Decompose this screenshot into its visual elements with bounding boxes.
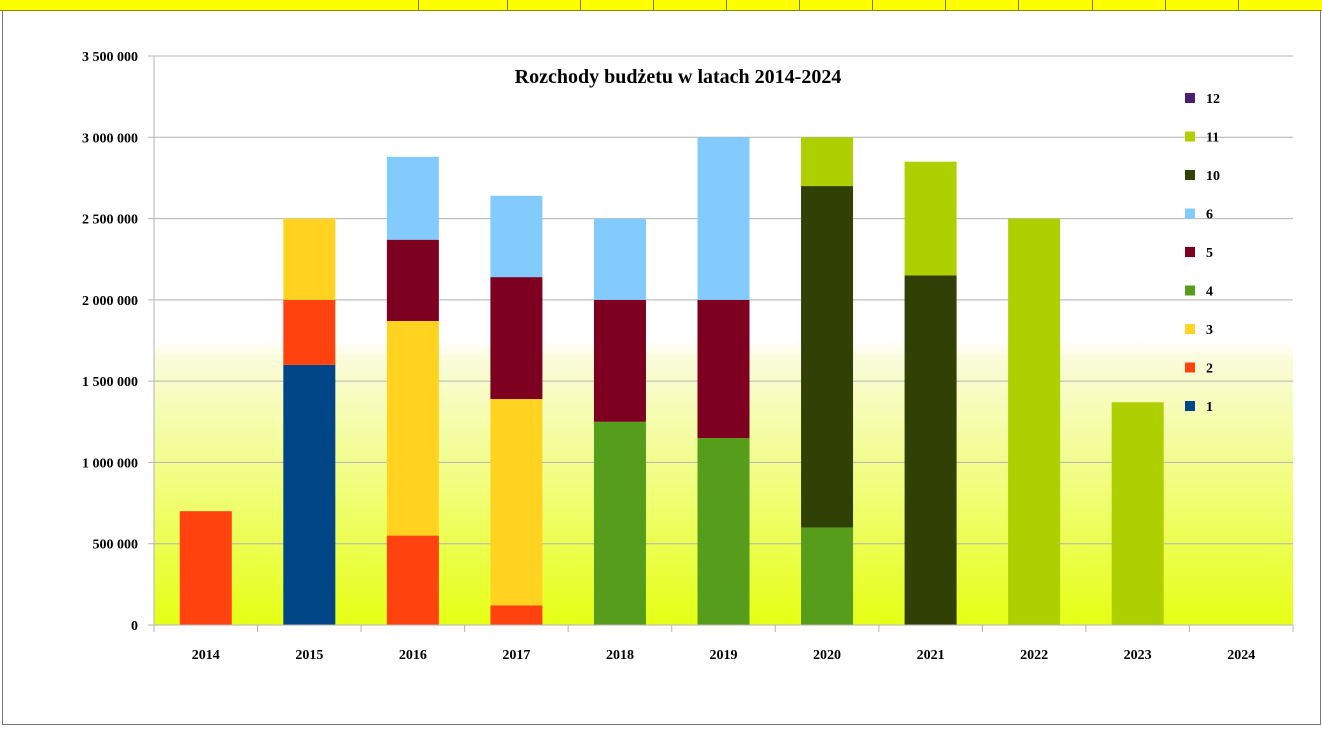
x-tick-label-2015: 2015 [295, 648, 323, 663]
x-tick-label-2019: 2019 [710, 648, 738, 663]
x-tick-label-2022: 2022 [1020, 648, 1048, 663]
bar-segment-2015-series-3 [283, 218, 336, 300]
x-tick-label-2021: 2021 [917, 648, 945, 663]
legend-swatch-11 [1185, 131, 1195, 142]
bar-segment-2023-series-11 [1111, 402, 1164, 625]
y-tick-label: 1 000 000 [82, 456, 138, 471]
bar-segment-2017-series-3 [490, 399, 543, 606]
legend-label-11: 11 [1206, 131, 1219, 146]
y-tick-label: 2 000 000 [82, 294, 138, 309]
legend-swatch-5 [1185, 247, 1195, 257]
legend-swatch-4 [1185, 285, 1195, 296]
chart-frame: 0 500 000 1 000 000 1 500 000 2 000 000 2 500… [2, 11, 1321, 725]
bar-segment-2015-series-1 [283, 364, 336, 625]
header-cell-divider [507, 0, 508, 10]
header-cell-divider [653, 0, 654, 10]
bar-segment-2019-series-5 [697, 299, 750, 439]
legend-label-12: 12 [1206, 92, 1220, 107]
y-tick-label: 1 500 000 [82, 375, 138, 390]
header-cell-divider [1238, 0, 1239, 10]
header-cell-divider [1092, 0, 1093, 10]
y-axis-tick-labels: 0 500 000 1 000 000 1 500 000 2 000 000 2 500… [82, 50, 138, 634]
bar-segment-2017-series-5 [490, 277, 543, 400]
y-tick-label: 3 500 000 [82, 50, 138, 65]
bar-segment-2018-series-4 [593, 421, 646, 625]
header-cell-divider [945, 0, 946, 10]
y-tick-label: 0 [131, 619, 138, 634]
bar-segment-2015-series-2 [283, 299, 336, 365]
bar-segment-2019-series-4 [697, 438, 750, 625]
bar-segment-2016-series-5 [386, 239, 439, 321]
header-cell-divider [799, 0, 800, 10]
legend-label-3: 3 [1206, 323, 1213, 338]
x-tick-label-2016: 2016 [399, 648, 427, 663]
bar-segment-2017-series-6 [490, 195, 543, 278]
legend-swatch-3 [1185, 324, 1195, 334]
legend-swatch-2 [1185, 362, 1195, 373]
legend-label-10: 10 [1206, 169, 1220, 184]
bar-segment-2016-series-3 [386, 320, 439, 536]
bar-segment-2016-series-2 [386, 535, 439, 625]
header-cell-divider [418, 0, 419, 10]
stacked-bar-chart: 0 500 000 1 000 000 1 500 000 2 000 000 2 500… [82, 50, 1294, 663]
bar-segment-2020-series-11 [801, 137, 854, 187]
x-tick-label-2020: 2020 [813, 648, 841, 663]
bar-segment-2016-series-6 [386, 156, 439, 240]
y-tick-label: 3 000 000 [82, 131, 138, 146]
x-tick-label-2024: 2024 [1227, 648, 1255, 663]
legend-label-2: 2 [1206, 362, 1213, 377]
x-tick-label-2014: 2014 [192, 648, 220, 663]
bar-segment-2020-series-4 [801, 527, 854, 625]
legend-swatch-12 [1185, 93, 1195, 103]
x-tick-label-2018: 2018 [606, 648, 634, 663]
legend: 12 11 10 6 5 4 3 2 1 [1185, 92, 1220, 415]
bar-segment-2021-series-11 [904, 161, 957, 276]
y-tick-label: 2 500 000 [82, 213, 138, 228]
bar-segment-2017-series-2 [490, 605, 543, 625]
y-tick-label: 500 000 [93, 538, 139, 553]
header-cell-divider [872, 0, 873, 10]
bars [179, 137, 1164, 626]
bar-segment-2018-series-5 [593, 299, 646, 422]
axes [148, 55, 1294, 632]
legend-swatch-1 [1185, 401, 1195, 411]
x-tick-label-2017: 2017 [502, 648, 530, 663]
bar-segment-2014-series-2 [179, 511, 232, 625]
legend-label-4: 4 [1206, 285, 1213, 300]
chart-title: Rozchody budżetu w latach 2014-2024 [515, 66, 842, 88]
spreadsheet-header-row [0, 0, 1322, 11]
header-cell-divider [1018, 0, 1019, 10]
header-cell-divider [580, 0, 581, 10]
bar-segment-2018-series-6 [593, 218, 646, 300]
bar-segment-2019-series-6 [697, 137, 750, 300]
bar-segment-2022-series-11 [1008, 218, 1061, 626]
header-cell-divider [726, 0, 727, 10]
legend-swatch-10 [1185, 170, 1195, 180]
bar-segment-2021-series-10 [904, 275, 957, 625]
x-tick-label-2023: 2023 [1124, 648, 1152, 663]
legend-swatch-6 [1185, 208, 1195, 219]
header-cell-divider [1165, 0, 1166, 10]
x-axis-tick-labels: 2014 2015 2016 2017 2018 2019 2020 2021 2022 2023… [192, 648, 1255, 663]
legend-label-1: 1 [1206, 400, 1213, 415]
legend-label-6: 6 [1206, 208, 1213, 223]
bar-segment-2020-series-10 [801, 186, 854, 528]
legend-label-5: 5 [1206, 246, 1213, 261]
